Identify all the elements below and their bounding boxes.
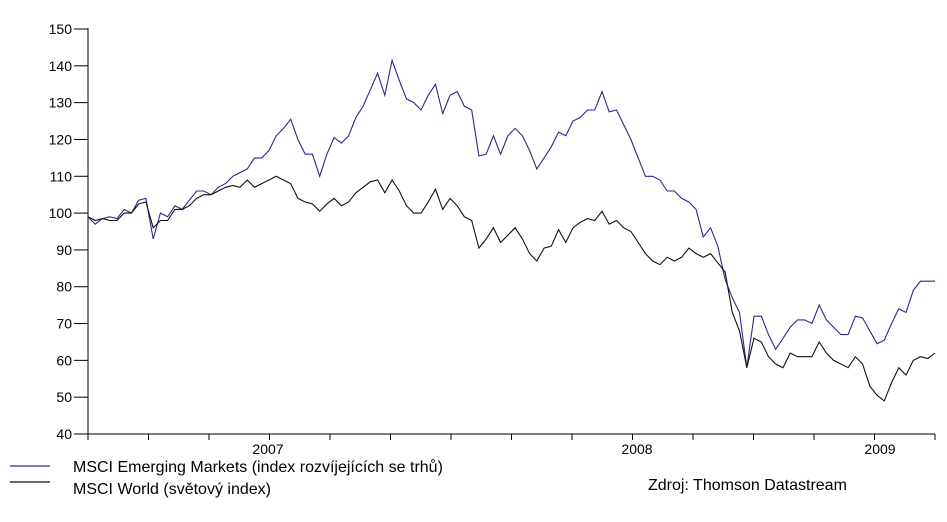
y-tick-label: 50 — [56, 389, 72, 405]
y-tick-label: 90 — [56, 242, 72, 258]
y-tick-label: 120 — [49, 131, 73, 147]
y-tick-label: 60 — [56, 352, 72, 368]
y-tick-label: 80 — [56, 279, 72, 295]
legend-label-emerging: MSCI Emerging Markets (index rozvíjející… — [73, 458, 443, 476]
y-tick-label: 100 — [49, 205, 73, 221]
y-axis-ticks: 40 50 60 70 80 90 100 110 120 130 140 150 — [49, 21, 88, 442]
series-line-emerging-markets — [87, 58, 935, 368]
source-note: Zdroj: Thomson Datastream — [648, 477, 847, 494]
series-lines — [87, 58, 936, 402]
y-tick-label: 70 — [56, 316, 72, 332]
legend-label-world: MSCI World (světový index) — [73, 481, 271, 498]
x-tick-label-2007: 2007 — [252, 441, 283, 457]
series-line-world — [87, 175, 936, 402]
y-tick-label: 130 — [49, 95, 73, 111]
legend: MSCI Emerging Markets (index rozvíjející… — [10, 458, 443, 498]
y-tick-label: 40 — [56, 426, 72, 442]
y-tick-label: 150 — [49, 21, 73, 37]
x-tick-label-2009: 2009 — [864, 441, 895, 457]
y-tick-label: 110 — [50, 168, 73, 184]
y-tick-label: 140 — [49, 58, 73, 74]
x-tick-label-2008: 2008 — [621, 441, 652, 457]
x-axis-ticks: 2007 2008 2009 — [87, 434, 936, 457]
